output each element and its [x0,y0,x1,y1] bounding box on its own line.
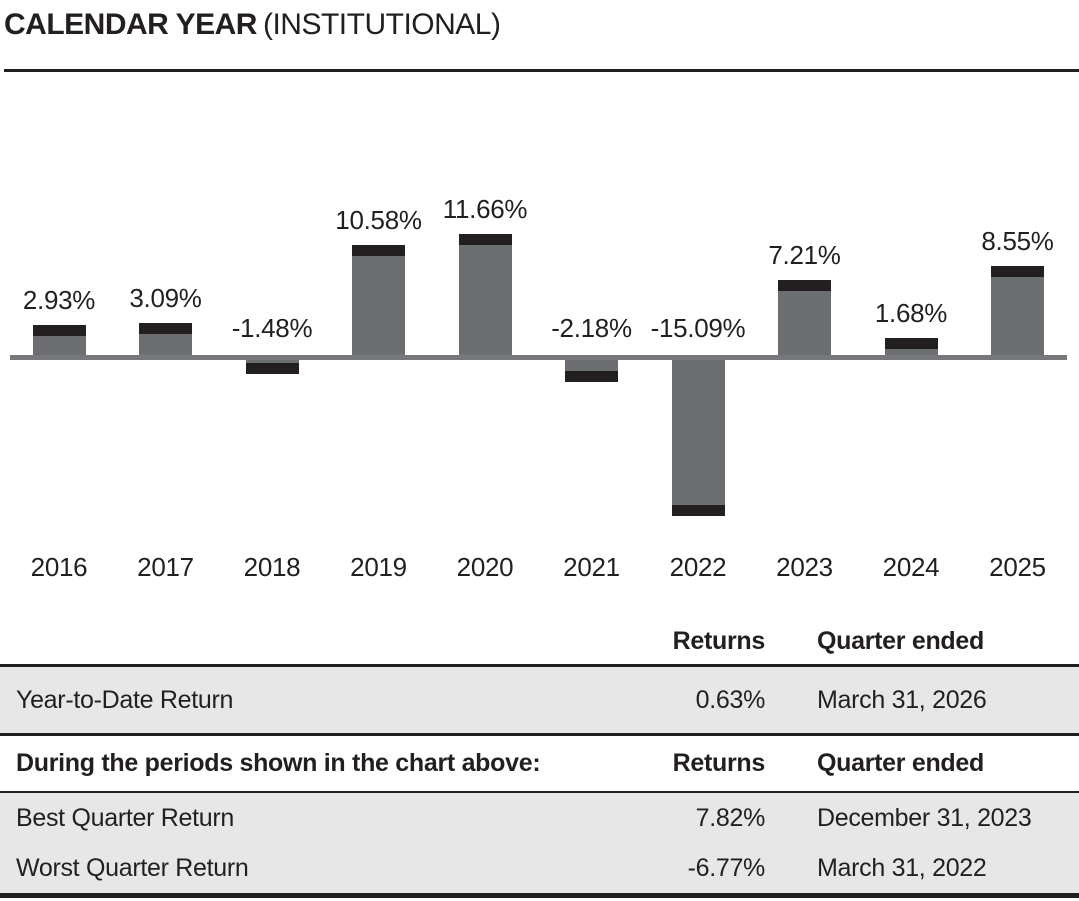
value-label-2016: 2.93% [22,285,96,315]
ytd-quarter-ended: March 31, 2026 [817,685,987,714]
value-label-2023: 7.21% [768,240,841,270]
page-title: CALENDAR YEAR (INSTITUTIONAL) [4,6,1075,44]
bar-cap-2023 [778,280,831,291]
best-quarter-ended: December 31, 2023 [817,803,1032,832]
year-label-2025: 2025 [989,552,1046,582]
value-label-2025: 8.55% [981,226,1054,256]
value-label-2018: -1.48% [231,313,313,343]
returns-table: Returns Quarter ended Year-to-Date Retur… [0,620,1079,898]
x-axis-line [10,355,1067,360]
bar-cap-2021 [565,371,618,382]
table-header-row: Returns Quarter ended [0,620,1079,664]
periods-header-label: During the periods shown in the chart ab… [16,749,541,777]
bar-chart: 2.93% 2016 3.09% 2017 -1.48% 2018 10.58% 2019 11… [0,67,1079,587]
periods-header-row: During the periods shown in the chart ab… [0,736,1079,791]
table-bottom-rule [0,893,1079,898]
value-label-2021: -2.18% [551,313,632,343]
title-qualifier: (INSTITUTIONAL) [262,8,501,41]
worst-quarter-return: -6.77% [687,853,766,882]
worst-quarter-ended: March 31, 2022 [817,853,987,882]
year-label-2016: 2016 [30,552,88,582]
ytd-row: Year-to-Date Return 0.63% March 31, 2026 [0,667,1079,733]
value-label-2017: 3.09% [129,283,202,313]
ytd-return-value: 0.63% [695,685,766,714]
periods-header-rule [0,791,1079,793]
bar-cap-2025 [991,266,1044,277]
title-main: CALENDAR YEAR [4,8,257,41]
bar-2020 [458,234,512,359]
bar-2023 [778,280,831,359]
year-label-2020: 2020 [456,552,514,582]
header-rule [0,664,1079,667]
title-rule [4,69,1079,72]
ytd-label: Year-to-Date Return [16,685,234,714]
year-label-2019: 2019 [350,552,407,582]
year-label-2023: 2023 [776,552,833,582]
bar-2022 [671,355,725,516]
returns-column-header: Returns [672,627,766,655]
page-header: CALENDAR YEAR (INSTITUTIONAL) [4,6,1079,72]
bar-cap-2020 [458,234,512,245]
bar-cap-2016 [32,325,86,336]
bar-cap-2018 [245,363,299,374]
year-label-2022: 2022 [669,552,727,582]
periods-quarter-header: Quarter ended [817,749,984,777]
quarter-stats-block: Best Quarter Return 7.82% December 31, 2… [0,793,1079,893]
bar-cap-2024 [884,338,938,349]
worst-quarter-row: Worst Quarter Return -6.77% March 31, 20… [0,843,1079,893]
value-label-2020: 11.66% [442,194,528,224]
bar-2016 [32,325,86,359]
value-label-2019: 10.58% [335,205,422,235]
year-label-2021: 2021 [563,552,620,582]
bar-2025 [991,266,1044,359]
year-label-2024: 2024 [882,552,940,582]
best-quarter-return: 7.82% [695,803,766,832]
ytd-bottom-rule [0,733,1079,736]
value-label-2024: 1.68% [874,298,948,328]
bar-cap-2019 [352,245,405,256]
value-label-2022: -15.09% [650,313,746,343]
periods-returns-header: Returns [672,749,766,777]
year-label-2018: 2018 [243,552,301,582]
bar-2024 [884,338,938,359]
best-quarter-row: Best Quarter Return 7.82% December 31, 2… [0,793,1079,843]
worst-quarter-label: Worst Quarter Return [16,853,249,882]
bar-cap-2022 [671,505,725,516]
bar-cap-2017 [139,323,192,334]
bar-2017 [139,323,192,359]
best-quarter-label: Best Quarter Return [16,803,235,832]
bar-2019 [352,245,405,359]
quarter-column-header: Quarter ended [817,627,984,655]
year-label-2017: 2017 [137,552,194,582]
